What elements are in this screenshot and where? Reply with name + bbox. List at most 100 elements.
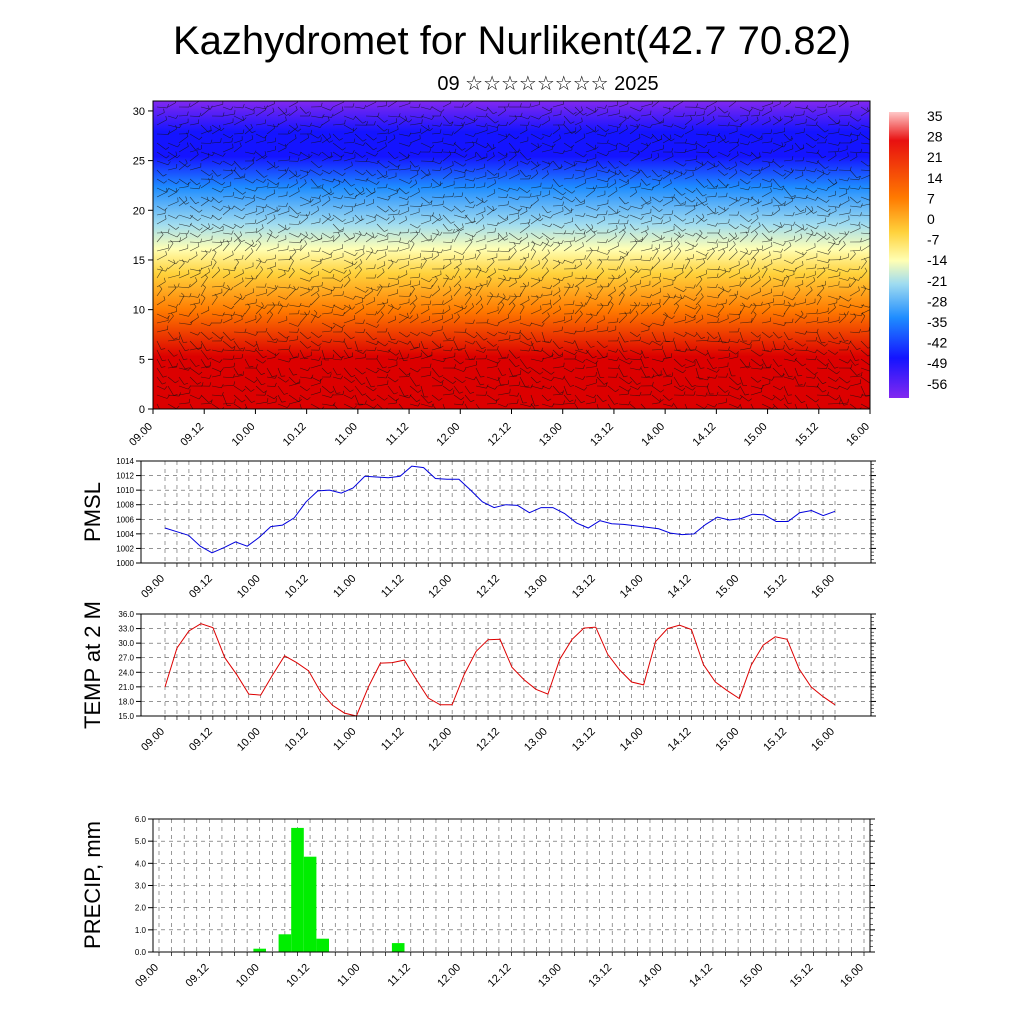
wind-barb xyxy=(860,244,870,252)
wind-barb-feather xyxy=(208,337,213,340)
wind-barb xyxy=(497,124,507,126)
wind-barb xyxy=(574,258,585,261)
wind-barb xyxy=(640,268,652,271)
wind-barb-feather xyxy=(583,364,585,369)
wind-barb-feather xyxy=(737,290,739,295)
wind-barb-feather xyxy=(209,322,213,327)
wind-barb xyxy=(783,169,792,174)
wind-barb xyxy=(673,403,678,409)
wind-barb xyxy=(442,133,452,136)
wind-barb xyxy=(673,115,684,117)
wind-barb xyxy=(684,365,696,369)
wind-barb-feather xyxy=(637,123,641,128)
wind-barb-feather xyxy=(462,380,466,384)
wind-barb xyxy=(629,137,641,144)
wind-barb xyxy=(728,185,739,189)
wind-barb xyxy=(519,285,529,288)
wind-barb-feather xyxy=(297,328,300,333)
wind-barb xyxy=(431,394,440,401)
wind-barb-feather xyxy=(177,283,180,288)
wind-barb xyxy=(508,173,520,180)
wind-barb-feather xyxy=(839,255,842,260)
wind-barb-feather xyxy=(179,335,181,340)
wind-barb xyxy=(233,106,243,109)
wind-barb-feather xyxy=(638,302,641,307)
wind-barb-feather xyxy=(362,171,366,176)
wind-barb xyxy=(750,358,761,367)
wind-barb xyxy=(750,133,760,140)
wind-barb-feather xyxy=(217,174,222,177)
wind-barb xyxy=(662,403,672,407)
wind-barb-feather xyxy=(574,264,576,269)
wind-barb-feather xyxy=(423,257,427,261)
wind-barb-feather xyxy=(347,276,351,281)
wind-barb-feather xyxy=(736,151,739,156)
wind-barb xyxy=(838,385,848,390)
wind-barb-feather xyxy=(461,122,464,127)
wind-barb-feather xyxy=(802,224,804,229)
wind-barb xyxy=(662,169,673,175)
wind-barb-feather xyxy=(328,196,331,201)
wind-barb xyxy=(673,101,685,108)
wind-barb-feather xyxy=(562,192,567,196)
wind-barb xyxy=(266,103,275,108)
wind-barb-feather xyxy=(658,302,661,307)
wind-barb-feather xyxy=(265,105,268,110)
wind-barb-feather xyxy=(207,105,210,110)
wind-barb xyxy=(288,223,299,225)
wind-barb-feather xyxy=(293,248,297,252)
wind-barb-feather xyxy=(440,109,445,113)
wind-barb-feather xyxy=(835,222,839,227)
wind-barb-feather xyxy=(677,240,680,244)
wind-barb xyxy=(783,159,793,162)
wind-barb xyxy=(398,340,408,345)
wind-barb xyxy=(596,330,608,333)
wind-barb xyxy=(805,312,817,315)
wind-barb-feather xyxy=(550,237,555,241)
wind-barb-feather xyxy=(757,156,762,159)
wind-barb xyxy=(508,296,517,306)
wind-barb-feather xyxy=(593,394,597,399)
wind-barb xyxy=(640,146,649,153)
wind-barb xyxy=(805,160,818,164)
wind-barb-feather xyxy=(850,138,852,143)
wind-barb-feather xyxy=(439,122,443,127)
wind-barb-feather xyxy=(538,123,542,128)
wind-barb xyxy=(673,174,682,180)
wind-barb-feather xyxy=(847,268,851,273)
wind-barb xyxy=(156,160,169,166)
wind-barb-feather xyxy=(219,359,223,363)
wind-barb-feather xyxy=(307,397,311,401)
wind-barb-feather xyxy=(826,236,831,240)
wind-barb-feather xyxy=(671,148,674,153)
wind-barb-feather xyxy=(244,173,246,178)
wind-barb-feather xyxy=(538,259,541,264)
wind-barb xyxy=(827,205,840,208)
wind-barb-feather xyxy=(648,142,652,147)
wind-barb xyxy=(574,236,586,243)
wind-barb xyxy=(277,273,286,279)
wind-barb xyxy=(321,312,332,315)
wind-barb xyxy=(530,146,540,153)
cross-section-x-axis: 09.00 09.12 10.00 10.12 11.00 11.12 12.00 12.12… xyxy=(127,409,872,449)
wind-barb-feather xyxy=(358,230,362,235)
wind-barb xyxy=(420,214,433,217)
wind-barb-feather xyxy=(249,411,253,412)
wind-barb-feather xyxy=(574,236,576,241)
wind-barb xyxy=(299,331,308,340)
wind-barb-feather xyxy=(242,312,246,317)
wind-barb xyxy=(497,403,507,408)
wind-barb-feather xyxy=(231,314,233,319)
wind-barb xyxy=(574,169,586,172)
colorbar-label: 21 xyxy=(927,149,943,165)
wind-barb xyxy=(244,277,256,280)
wind-barb xyxy=(431,160,440,165)
wind-barb xyxy=(717,271,727,279)
wind-barb xyxy=(750,305,757,315)
wind-barb xyxy=(640,124,651,129)
wind-barb xyxy=(563,177,573,180)
wind-barb xyxy=(200,287,206,297)
wind-barb-feather xyxy=(428,401,433,404)
wind-barb-feather xyxy=(453,254,455,259)
wind-barb xyxy=(684,340,691,351)
